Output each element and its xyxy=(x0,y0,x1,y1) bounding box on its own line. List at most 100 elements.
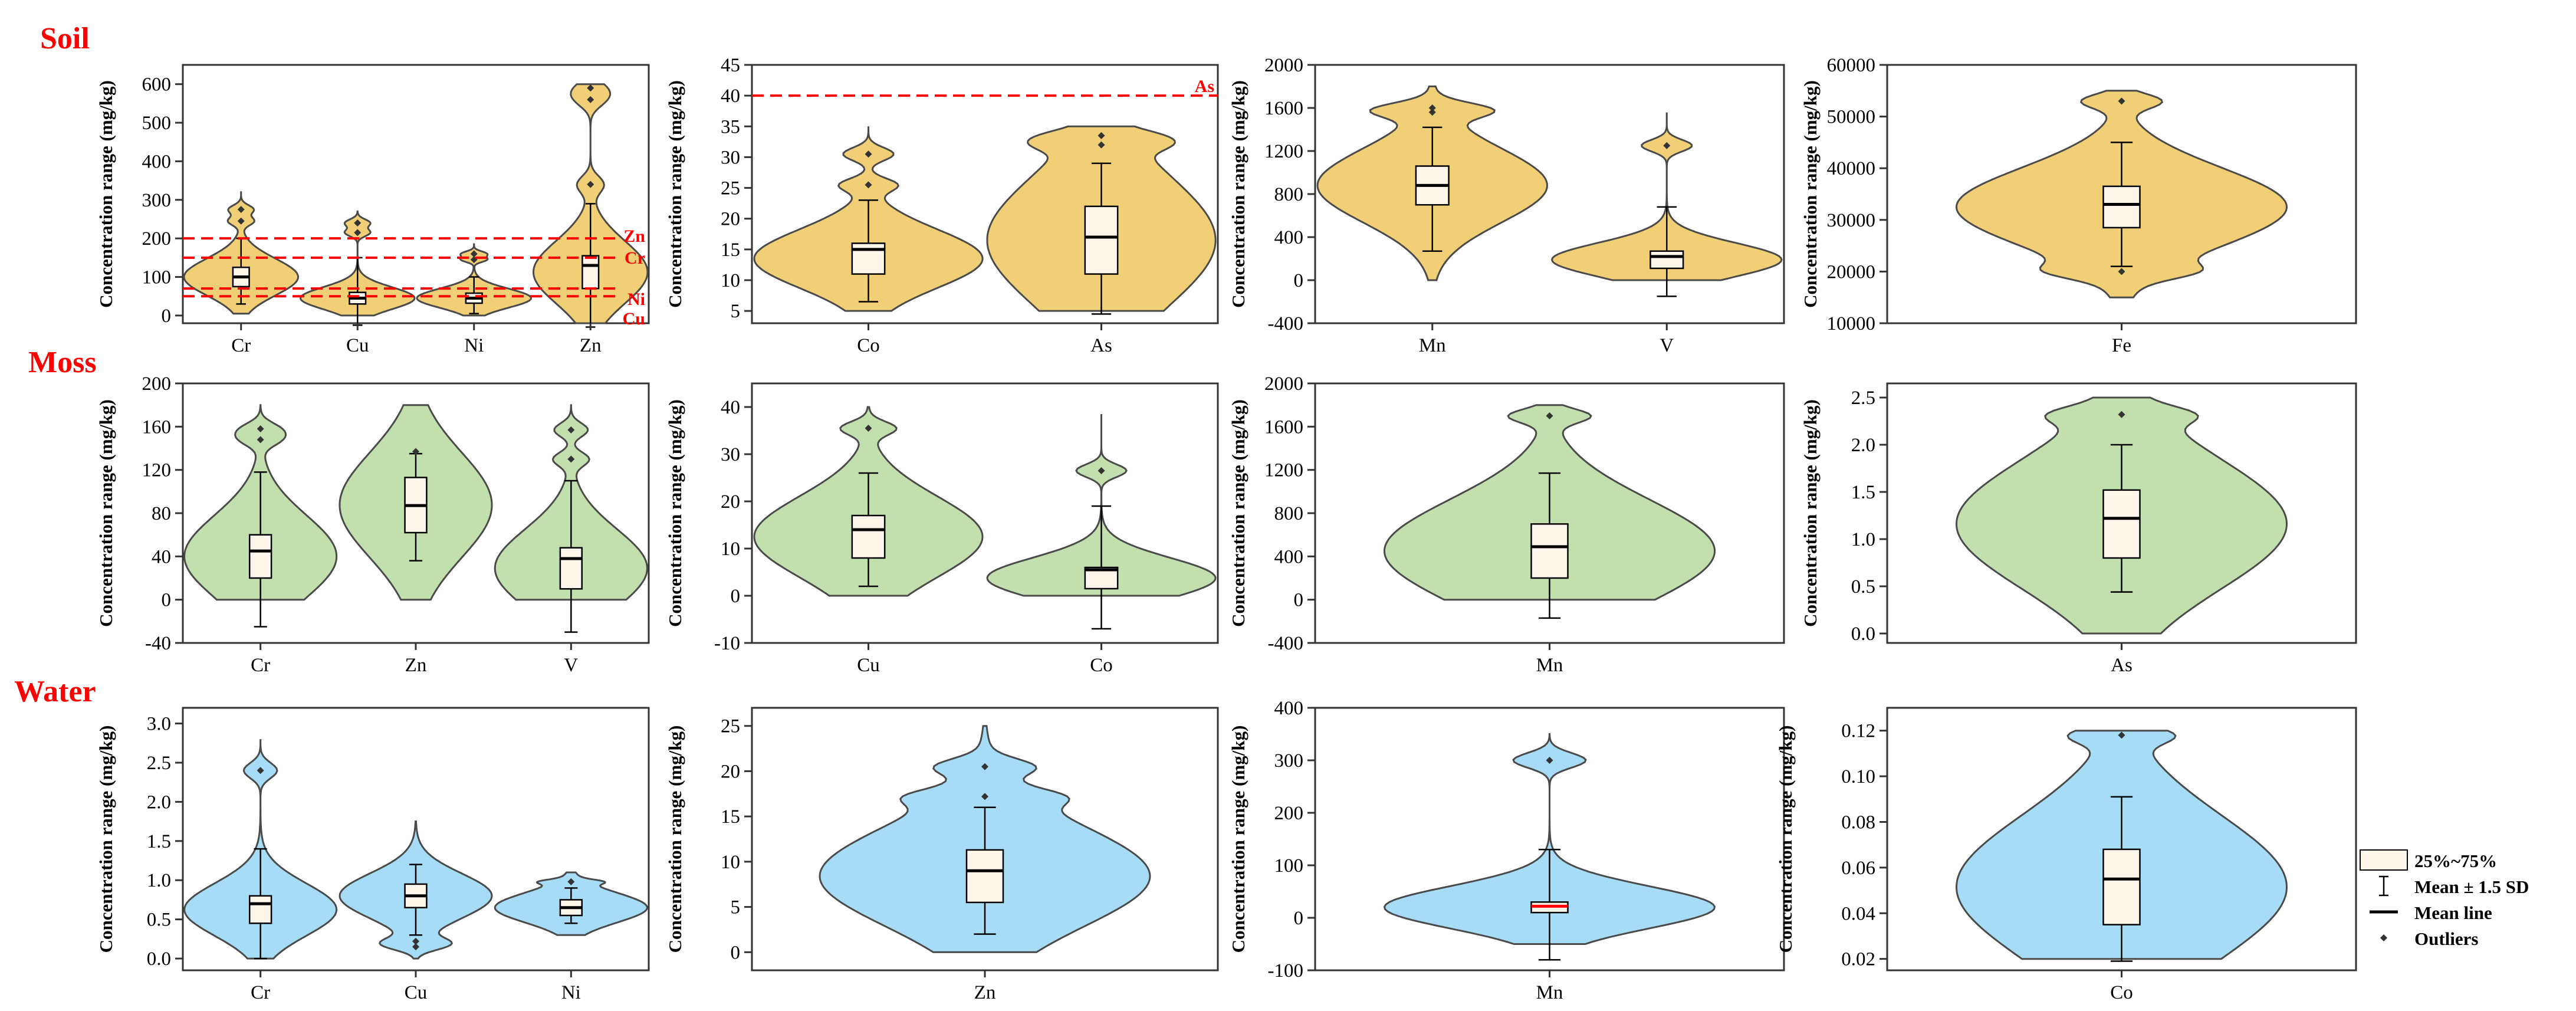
y-axis-label: Concentration range (mg/kg) xyxy=(96,726,116,953)
y-tick-label: 30000 xyxy=(1827,210,1876,231)
y-tick-label: 25 xyxy=(721,178,740,199)
y-tick-label: 120 xyxy=(142,460,172,481)
outlier-point xyxy=(1098,141,1105,149)
x-tick-label: Cr xyxy=(251,655,270,676)
y-tick-label: 0.5 xyxy=(1851,576,1875,598)
y-axis-label: Concentration range (mg/kg) xyxy=(665,80,685,308)
outlier-point xyxy=(2118,97,2125,105)
plot-frame xyxy=(182,64,650,324)
y-tick-label: 800 xyxy=(1274,503,1304,524)
reference-line-label: Cr xyxy=(625,248,645,268)
legend-item-whisker: Mean ± 1.5 SD xyxy=(2358,874,2570,900)
y-tick-label: -10 xyxy=(714,633,740,654)
panel xyxy=(744,64,1219,330)
legend-item-outliers: Outliers xyxy=(2358,926,2570,952)
outlier-point xyxy=(865,150,872,158)
iqr-box xyxy=(559,547,583,590)
y-tick-label: 0 xyxy=(731,586,741,607)
outlier-point xyxy=(1428,109,1436,116)
panel xyxy=(1307,382,1785,650)
panel xyxy=(175,382,650,650)
panel xyxy=(1880,707,2357,977)
y-tick-label: 5 xyxy=(731,301,741,322)
outlier-point xyxy=(412,943,419,951)
y-tick-label: 10000 xyxy=(1827,313,1876,334)
y-tick-label: 0 xyxy=(162,590,172,611)
outlier-point xyxy=(865,181,872,189)
y-tick-label: 1.5 xyxy=(1851,482,1875,503)
legend-item-mean-line: Mean line xyxy=(2358,900,2570,926)
outlier-point xyxy=(2118,731,2125,739)
y-axis-label: Concentration range (mg/kg) xyxy=(96,80,116,308)
y-tick-label: 30 xyxy=(721,147,740,168)
outlier-point xyxy=(981,763,988,770)
y-tick-label: 0 xyxy=(162,306,172,327)
outlier-point xyxy=(354,229,362,237)
outlier-point xyxy=(981,793,988,800)
panel xyxy=(744,382,1219,650)
y-tick-label: 200 xyxy=(142,373,172,395)
x-tick-label: Cu xyxy=(346,335,369,356)
iqr-box xyxy=(1650,250,1684,270)
reference-line-label: As xyxy=(1195,77,1214,96)
panel xyxy=(175,64,650,330)
outlier-point xyxy=(587,180,594,188)
iqr-box xyxy=(2102,185,2141,229)
x-tick-label: Ni xyxy=(464,335,484,356)
iqr-box xyxy=(581,255,600,290)
panel xyxy=(1307,64,1785,330)
outlier-point xyxy=(257,425,264,432)
x-tick-label: Cu xyxy=(405,982,428,1003)
y-tick-label: 2000 xyxy=(1264,373,1303,395)
y-tick-label: 45 xyxy=(721,55,740,76)
outlier-point xyxy=(1546,757,1553,764)
y-tick-label: 2.0 xyxy=(1851,435,1875,456)
violin xyxy=(986,414,1217,597)
outlier-point xyxy=(587,84,594,92)
outlier-point xyxy=(470,250,478,258)
x-tick-label: Ni xyxy=(561,982,581,1003)
iqr-box xyxy=(2102,489,2141,559)
y-tick-label: 100 xyxy=(142,267,172,288)
x-tick-label: Cu xyxy=(857,655,880,676)
y-tick-label: 400 xyxy=(142,151,172,172)
y-tick-label: 1.0 xyxy=(1851,529,1875,550)
reference-line-label: Cu xyxy=(623,309,645,329)
outlier-point xyxy=(587,96,594,103)
x-tick-label: V xyxy=(1660,335,1674,356)
y-tick-label: 200 xyxy=(1274,803,1304,824)
y-tick-label: 300 xyxy=(1274,750,1304,772)
outlier-icon xyxy=(2380,934,2387,941)
row-label-soil: Soil xyxy=(40,22,90,55)
y-axis-label: Concentration range (mg/kg) xyxy=(1228,399,1248,627)
row-label-water: Water xyxy=(14,675,96,708)
legend-item-box: 25%~75% xyxy=(2358,848,2570,874)
outlier-point xyxy=(567,878,575,885)
x-tick-label: Zn xyxy=(580,335,602,356)
reference-line-label: Ni xyxy=(627,290,645,309)
violin xyxy=(1550,112,1783,281)
x-tick-label: As xyxy=(2111,655,2133,676)
x-tick-label: Fe xyxy=(2112,335,2131,356)
mean-line-icon xyxy=(2370,910,2398,914)
panel xyxy=(175,707,650,977)
y-tick-label: 0 xyxy=(1294,590,1304,611)
y-tick-label: -400 xyxy=(1268,633,1304,654)
iqr-box xyxy=(851,514,886,559)
legend-label: 25%~75% xyxy=(2414,851,2498,871)
panel xyxy=(1307,707,1785,977)
x-tick-label: Cr xyxy=(231,335,251,356)
iqr-box xyxy=(2102,848,2141,925)
legend: 25%~75% Mean ± 1.5 SD Mean line Outliers xyxy=(2358,848,2570,952)
y-tick-label: 1200 xyxy=(1264,460,1303,481)
row-label-moss: Moss xyxy=(28,346,97,379)
y-tick-label: 40 xyxy=(721,397,740,418)
y-tick-label: 40 xyxy=(721,86,740,107)
iqr-box xyxy=(248,534,272,579)
y-tick-label: 30 xyxy=(721,444,740,465)
outlier-point xyxy=(865,425,872,432)
y-tick-label: 3.0 xyxy=(147,714,171,735)
y-tick-label: 400 xyxy=(1274,698,1304,719)
x-tick-label: Mn xyxy=(1536,982,1563,1003)
outlier-point xyxy=(412,448,419,455)
